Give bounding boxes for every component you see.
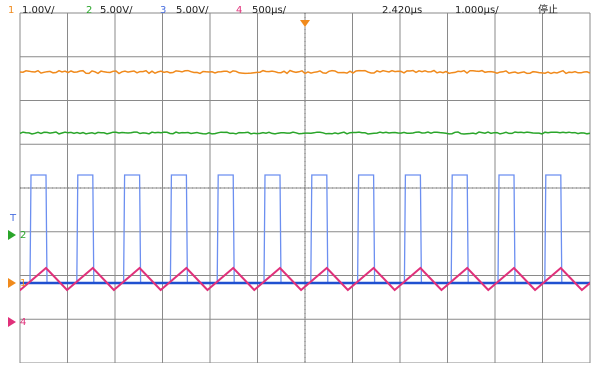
channel-4-trace (20, 266, 590, 292)
channel-number: 4 (236, 5, 242, 16)
header: 1 1.00V/ 2 5.00V/ 3 5.00V/ 4 500µs/ 2.42… (8, 3, 558, 16)
channel-marker: 1 (20, 278, 26, 289)
run-status: 停止 (538, 3, 558, 16)
channel-marker: 2 (20, 230, 26, 241)
channel-number: 1 (8, 5, 14, 16)
channel-1-trace (19, 69, 591, 75)
channel-scale: 5.00V/ (100, 5, 133, 16)
channel-number: 3 (160, 5, 166, 16)
channel-scale: 1.00V/ (22, 5, 55, 16)
channel-marker: 4 (20, 317, 26, 328)
marker-arrow (8, 278, 16, 288)
waveforms (19, 69, 591, 292)
channel-scale: 500µs/ (252, 5, 287, 16)
channel-number: 2 (86, 5, 92, 16)
trigger-time: 2.420µs (382, 5, 422, 16)
marker-arrow (8, 317, 16, 327)
channel-scale: 5.00V/ (176, 5, 209, 16)
trigger-marker: T (9, 213, 17, 224)
trigger-position (300, 20, 310, 27)
time-scale: 1.000µs/ (455, 5, 499, 16)
channel-2-trace (19, 131, 591, 135)
channel-markers: T 2 1 4 (8, 213, 26, 328)
marker-arrow (8, 230, 16, 240)
